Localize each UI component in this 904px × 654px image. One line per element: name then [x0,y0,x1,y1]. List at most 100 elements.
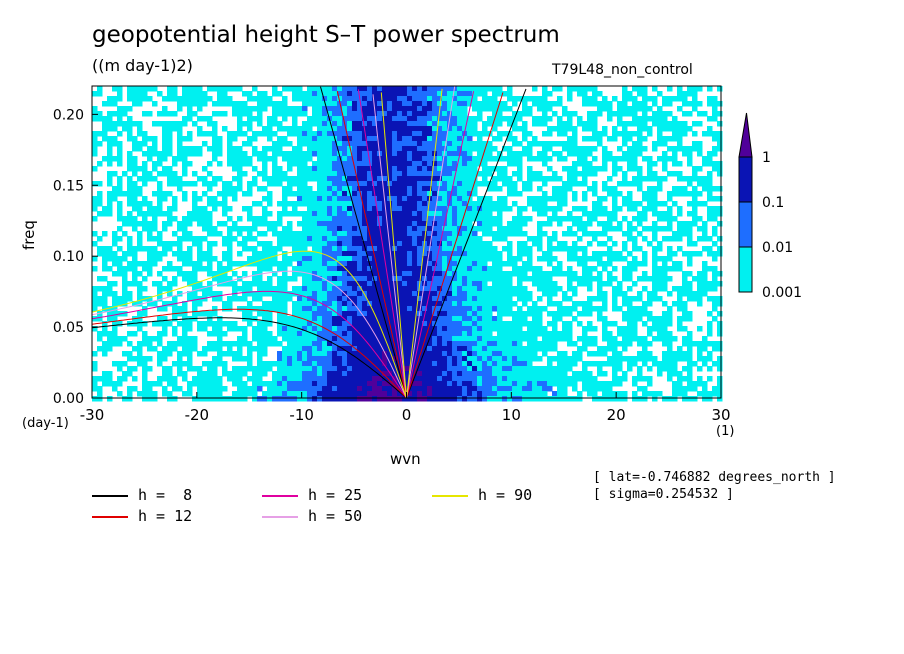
heatmap-cell [282,136,288,142]
heatmap-cell [392,266,398,272]
heatmap-cell [477,201,483,207]
heatmap-cell [252,216,258,222]
heatmap-cell [142,166,148,172]
heatmap-cell [302,336,308,342]
heatmap-cell [352,226,358,232]
heatmap-cell [377,116,383,122]
heatmap-cell [92,241,98,247]
heatmap-cell [172,126,178,132]
heatmap-cell [617,121,623,127]
heatmap-cell [242,341,248,347]
heatmap-cell [197,241,203,247]
heatmap-cell [122,271,128,277]
heatmap-cell [557,131,563,137]
heatmap-cell [427,221,433,227]
heatmap-cell [492,281,498,287]
heatmap-cell [662,116,668,122]
heatmap-cell [312,121,318,127]
heatmap-cell [492,201,498,207]
heatmap-cell [437,166,443,172]
heatmap-cell [692,196,698,202]
heatmap-cell [127,131,133,137]
heatmap-cell [377,196,383,202]
heatmap-cell [607,321,613,327]
heatmap-cell [117,246,123,252]
heatmap-cell [392,91,398,97]
heatmap-cell [262,91,268,97]
heatmap-cell [712,251,718,257]
heatmap-cell [242,311,248,317]
heatmap-cell [332,131,338,137]
heatmap-cell [407,131,413,137]
heatmap-cell [472,291,478,297]
heatmap-cell [262,196,268,202]
heatmap-cell [687,191,693,197]
heatmap-cell [287,111,293,117]
heatmap-cell [517,126,523,132]
heatmap-cell [297,251,303,257]
heatmap-cell [342,161,348,167]
heatmap-cell [192,196,198,202]
heatmap-cell [267,146,273,152]
heatmap-cell [477,91,483,97]
heatmap-cell [707,321,713,327]
heatmap-cell [362,196,368,202]
heatmap-cell [437,141,443,147]
heatmap-cell [367,346,373,352]
heatmap-cell [352,216,358,222]
heatmap-cell [387,356,393,362]
heatmap-cell [682,121,688,127]
heatmap-cell [362,231,368,237]
heatmap-cell [332,226,338,232]
heatmap-cell [497,176,503,182]
heatmap-cell [522,346,528,352]
heatmap-cell [462,101,468,107]
heatmap-cell [602,151,608,157]
heatmap-cell [512,101,518,107]
heatmap-cell [652,286,658,292]
heatmap-cell [697,296,703,302]
heatmap-cell [242,261,248,267]
heatmap-cell [367,186,373,192]
heatmap-cell [357,206,363,212]
heatmap-cell [617,251,623,257]
heatmap-cell [167,261,173,267]
heatmap-cell [562,241,568,247]
heatmap-cell [102,246,108,252]
heatmap-cell [657,176,663,182]
heatmap-cell [232,281,238,287]
heatmap-cell [507,261,513,267]
heatmap-cell [617,156,623,162]
heatmap-cell [332,186,338,192]
heatmap-cell [622,86,628,92]
heatmap-cell [457,216,463,222]
heatmap-cell [342,336,348,342]
heatmap-cell [537,296,543,302]
heatmap-cell [257,276,263,282]
heatmap-cell [117,116,123,122]
heatmap-cell [502,311,508,317]
heatmap-cell [347,216,353,222]
heatmap-cell [447,231,453,237]
heatmap-cell [257,111,263,117]
heatmap-cell [657,91,663,97]
heatmap-cell [127,341,133,347]
heatmap-cell [567,296,573,302]
heatmap-cell [447,331,453,337]
heatmap-cell [677,191,683,197]
heatmap-cell [707,176,713,182]
heatmap-cell [467,181,473,187]
heatmap-cell [622,311,628,317]
heatmap-cell [382,286,388,292]
heatmap-cell [512,336,518,342]
heatmap-cell [647,106,653,112]
heatmap-cell [717,236,723,242]
heatmap-cell [367,86,373,92]
heatmap-cell [667,256,673,262]
heatmap-cell [347,111,353,117]
heatmap-cell [442,171,448,177]
heatmap-cell [267,316,273,322]
heatmap-cell [482,281,488,287]
heatmap-cell [627,91,633,97]
heatmap-cell [712,111,718,117]
